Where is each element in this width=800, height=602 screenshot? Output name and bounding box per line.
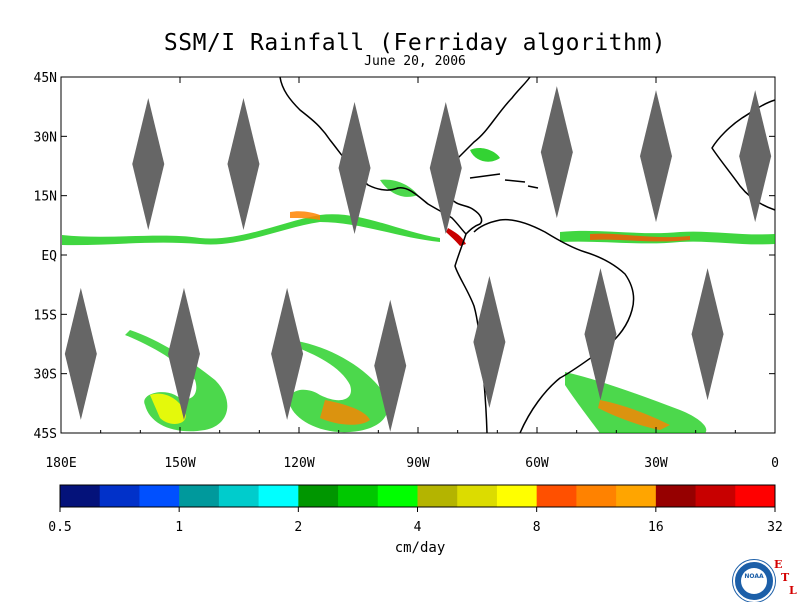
rain-scatter-north-atlantic xyxy=(470,147,500,162)
lon-label: 180E xyxy=(45,456,76,471)
swath-gap-5 xyxy=(540,86,573,219)
colorbar-tick-label: 4 xyxy=(414,520,422,535)
rain-core-pacific xyxy=(290,211,320,220)
colorbar-swatch xyxy=(616,485,657,507)
colorbar-swatch xyxy=(576,485,617,507)
colorbar-swatch xyxy=(338,485,379,507)
swath-gap-14 xyxy=(691,268,724,401)
rain-storm-core-1 xyxy=(150,393,186,424)
map-title: SSM/I Rainfall (Ferriday algorithm) xyxy=(163,30,667,56)
rain-storm-south-pacific-2 xyxy=(289,340,389,433)
colorbar-tick-label: 32 xyxy=(767,520,783,535)
plot-frame xyxy=(60,76,776,434)
lat-label: 45S xyxy=(34,427,57,442)
swath-gap-7 xyxy=(739,90,772,223)
colorbar-swatch xyxy=(735,485,776,507)
colorbar-swatch xyxy=(496,485,538,507)
colorbar-swatch xyxy=(457,485,498,507)
lon-label: 120W xyxy=(283,456,314,471)
swath-gap-13 xyxy=(584,268,617,401)
colorbar-swatch xyxy=(655,485,697,507)
rain-core-south-atlantic xyxy=(598,400,670,430)
colorbar-tick-labels: 0.5 1 2 4 8 16 32 xyxy=(48,507,783,535)
lon-label: 150W xyxy=(164,456,195,471)
rain-core-panama xyxy=(446,228,466,246)
colorbar-swatch xyxy=(218,485,260,507)
swath-gap-12 xyxy=(473,276,506,409)
colorbar-tick-label: 2 xyxy=(294,520,302,535)
colorbar-swatch xyxy=(258,485,299,507)
swath-gaps xyxy=(64,86,772,432)
etl-letter-l: L xyxy=(789,584,797,597)
latitude-axis: 45N 30N 15N EQ 15S 30S 45S xyxy=(34,71,775,442)
colorbar-swatch xyxy=(536,485,577,507)
lat-label: 30N xyxy=(34,130,57,145)
swath-gap-9 xyxy=(167,287,200,420)
swath-gap-6 xyxy=(640,90,672,223)
lon-label: 0 xyxy=(771,456,779,471)
lat-label: 15N xyxy=(34,190,57,205)
rain-band-itcz-pacific xyxy=(62,214,440,246)
rain-storm-south-pacific-1 xyxy=(125,330,228,432)
etl-letter-t: T xyxy=(781,571,790,584)
swath-gap-2 xyxy=(227,98,260,231)
colorbar-unit: cm/day xyxy=(394,540,446,556)
colorbar-swatch xyxy=(139,485,180,507)
lat-label: 30S xyxy=(34,368,57,383)
swath-gap-3 xyxy=(338,101,371,234)
colorbar-swatch xyxy=(417,485,458,507)
lon-label: 90W xyxy=(406,456,430,471)
map-date: June 20, 2006 xyxy=(364,54,466,69)
colorbar xyxy=(59,484,776,508)
rainfall-field xyxy=(62,147,775,433)
colorbar-tick-label: 16 xyxy=(648,520,664,535)
noaa-logo-inner xyxy=(741,568,767,594)
lat-label: 45N xyxy=(34,71,57,86)
colorbar-swatch xyxy=(60,485,101,507)
lon-label: 60W xyxy=(525,456,549,471)
swath-gap-4 xyxy=(429,101,462,234)
etl-letter-e: E xyxy=(774,558,783,571)
colorbar-tick-label: 0.5 xyxy=(48,520,71,535)
swath-gap-10 xyxy=(271,287,304,420)
noaa-logo-text: NOAA xyxy=(744,573,764,580)
lon-label: 30W xyxy=(644,456,668,471)
noaa-logo: NOAA xyxy=(733,560,775,602)
colorbar-tick-label: 1 xyxy=(175,520,183,535)
swath-gap-1 xyxy=(132,98,165,231)
colorbar-swatch xyxy=(179,485,220,507)
rain-storm-core-2 xyxy=(320,400,370,425)
swath-gap-11 xyxy=(374,299,407,432)
rain-core-atlantic xyxy=(590,233,690,242)
colorbar-swatch xyxy=(99,485,140,507)
swath-gap-8 xyxy=(64,287,97,420)
colorbar-swatch xyxy=(298,485,339,507)
longitude-axis: 180E 150W 120W 90W 60W 30W 0 xyxy=(45,77,779,471)
coastline-caribbean xyxy=(469,173,539,189)
colorbar-swatch xyxy=(377,485,418,507)
lat-label: 15S xyxy=(34,308,57,323)
colorbar-tick-label: 8 xyxy=(533,520,541,535)
lat-label: EQ xyxy=(41,249,57,264)
colorbar-swatch xyxy=(695,485,736,507)
